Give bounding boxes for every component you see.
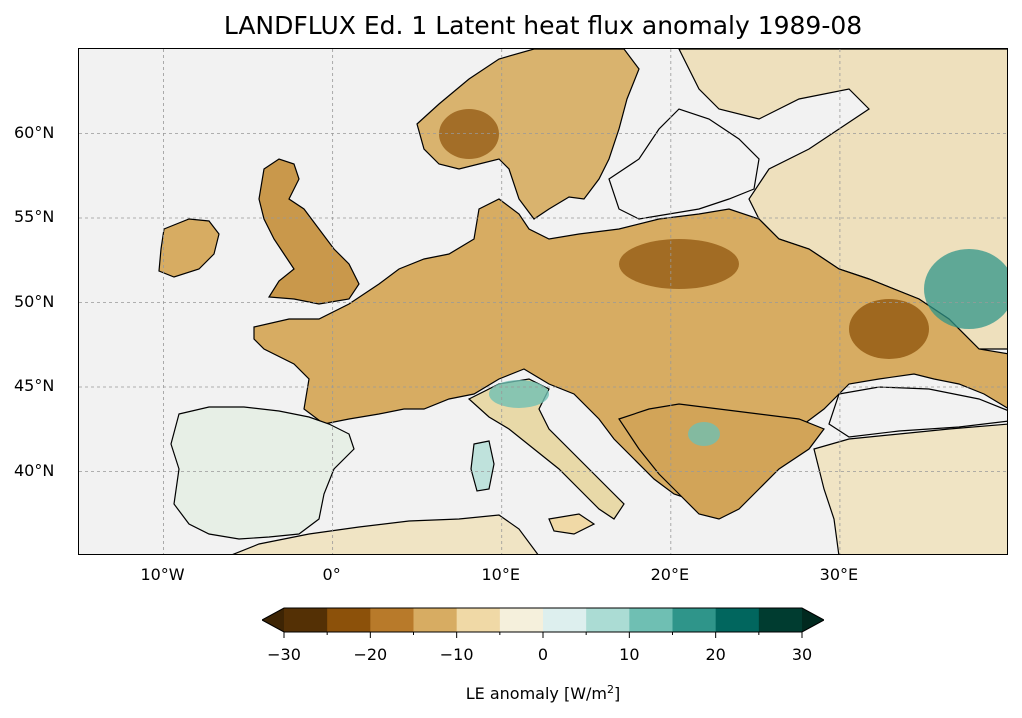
latitude-label: 55°N	[14, 207, 55, 226]
land-layer	[158, 49, 1007, 554]
land-italy	[467, 378, 625, 520]
colorbar-tick-label: −30	[267, 645, 301, 664]
land-scandinavia	[416, 49, 640, 220]
latitude-label: 45°N	[14, 376, 55, 395]
land-sardinia	[470, 440, 495, 492]
colorbar-segment	[370, 608, 414, 632]
land-continental-europe	[253, 198, 1007, 500]
land-turkey	[813, 423, 1007, 554]
colorbar-segment	[758, 608, 803, 632]
colorbar-segment	[715, 608, 760, 632]
longitude-label: 10°E	[481, 565, 520, 584]
colorbar-tick-label: 10	[619, 645, 640, 664]
map-title: LANDFLUX Ed. 1 Latent heat flux anomaly …	[223, 11, 863, 40]
longitude-label: 20°E	[650, 565, 690, 584]
longitude-label: 30°E	[819, 565, 859, 584]
land-sicily	[548, 513, 596, 535]
latitude-label: 60°N	[14, 122, 55, 142]
land-ireland	[158, 218, 220, 278]
colorbar-segment	[284, 608, 328, 632]
colorbar-tick-label: −20	[353, 645, 388, 664]
land-iberia	[170, 406, 355, 540]
latitude-label: 50°N	[14, 291, 55, 311]
colorbar-segment	[413, 608, 458, 632]
black-sea	[828, 386, 1007, 438]
land-balkans	[618, 403, 825, 520]
map-canvas	[79, 49, 1007, 554]
negative-anomaly-poland	[619, 239, 739, 289]
latitude-label: 40°N	[14, 460, 55, 480]
colorbar-extend-high	[802, 608, 824, 632]
map-panel[interactable]	[78, 48, 1008, 555]
colorbar-extend-low	[262, 608, 284, 632]
colorbar-tick-label: 30	[791, 645, 813, 664]
colorbar-segment	[586, 608, 630, 632]
colorbar-segment	[456, 608, 501, 632]
land-great-britain	[258, 158, 360, 305]
longitude-label: 0°	[322, 565, 341, 584]
colorbar-tick-label: −10	[439, 645, 474, 664]
negative-anomaly-ukraine	[849, 299, 929, 359]
negative-anomaly-norway	[439, 109, 499, 159]
land-north-africa	[232, 514, 539, 554]
colorbar-segment	[672, 608, 717, 632]
colorbar-segment	[543, 608, 587, 632]
colorbar-tick-label: 20	[705, 645, 726, 664]
colorbar	[260, 604, 826, 644]
gridlines	[79, 49, 1007, 554]
positive-anomaly-east	[924, 249, 1007, 329]
colorbar-segment	[327, 608, 371, 632]
colorbar-segment	[499, 608, 544, 632]
colorbar-segment	[629, 608, 673, 632]
longitude-label: 10°W	[140, 565, 185, 584]
positive-anomaly-alps	[489, 380, 549, 408]
positive-anomaly-balkans	[688, 422, 720, 446]
colorbar-label: LE anomaly [W/m2]	[465, 683, 621, 703]
colorbar-tick-label: 0	[537, 645, 549, 664]
colorbar-canvas	[260, 607, 826, 638]
